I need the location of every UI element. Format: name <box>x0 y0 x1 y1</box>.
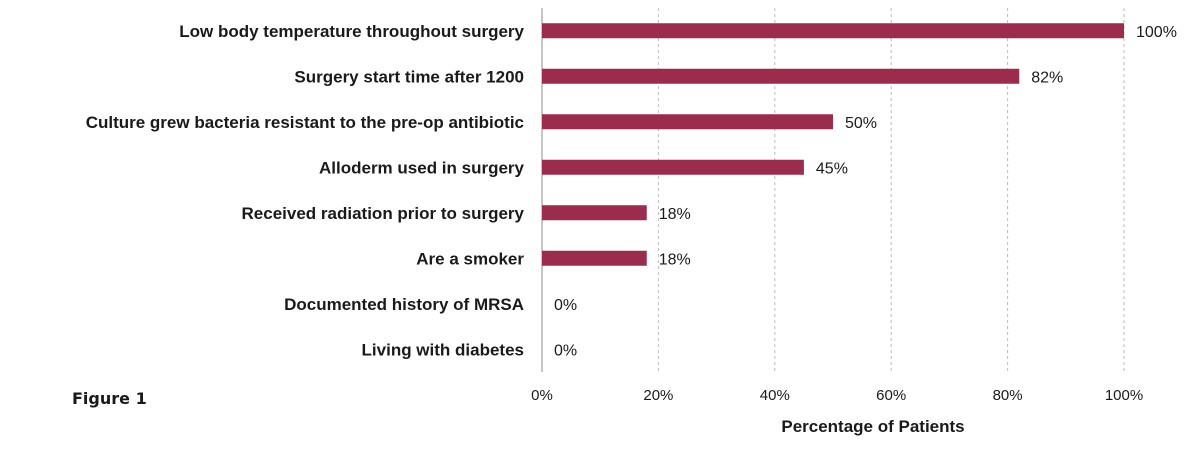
bar <box>542 250 647 266</box>
category-label: Documented history of MRSA <box>284 295 524 314</box>
gridlines <box>657 8 1125 372</box>
category-labels: Low body temperature throughout surgery S… <box>86 22 525 360</box>
x-tick-label: 0% <box>531 387 553 404</box>
data-labels: 100% 82% 50% 45% 18% 18% 0% 0% <box>554 24 1177 360</box>
x-tick-label: 60% <box>876 387 906 404</box>
data-label: 0% <box>554 297 577 314</box>
category-label: Living with diabetes <box>362 340 524 359</box>
data-label: 100% <box>1136 24 1177 41</box>
x-tick-label: 20% <box>643 387 673 404</box>
category-label: Surgery start time after 1200 <box>294 67 524 86</box>
category-label: Culture grew bacteria resistant to the p… <box>86 113 524 132</box>
bar <box>542 205 647 221</box>
data-label: 18% <box>659 206 691 223</box>
bars <box>542 23 1124 266</box>
category-label: Received radiation prior to surgery <box>242 204 525 223</box>
data-label: 50% <box>845 115 877 132</box>
x-tick-labels: 0% 20% 40% 60% 80% 100% <box>531 387 1143 404</box>
bar <box>542 23 1124 39</box>
data-label: 0% <box>554 342 577 359</box>
data-label: 82% <box>1031 69 1063 86</box>
category-label: Alloderm used in surgery <box>319 158 525 177</box>
data-label: 45% <box>816 160 848 177</box>
category-label: Low body temperature throughout surgery <box>179 22 524 41</box>
bar <box>542 68 1020 84</box>
category-label: Are a smoker <box>416 249 524 268</box>
figure-label: Figure 1 <box>72 389 147 408</box>
bar <box>542 114 833 130</box>
x-tick-label: 40% <box>760 387 790 404</box>
data-label: 18% <box>659 251 691 268</box>
x-axis-title: Percentage of Patients <box>781 417 964 436</box>
x-tick-label: 100% <box>1105 387 1143 404</box>
bar <box>542 159 804 175</box>
x-tick-label: 80% <box>993 387 1023 404</box>
